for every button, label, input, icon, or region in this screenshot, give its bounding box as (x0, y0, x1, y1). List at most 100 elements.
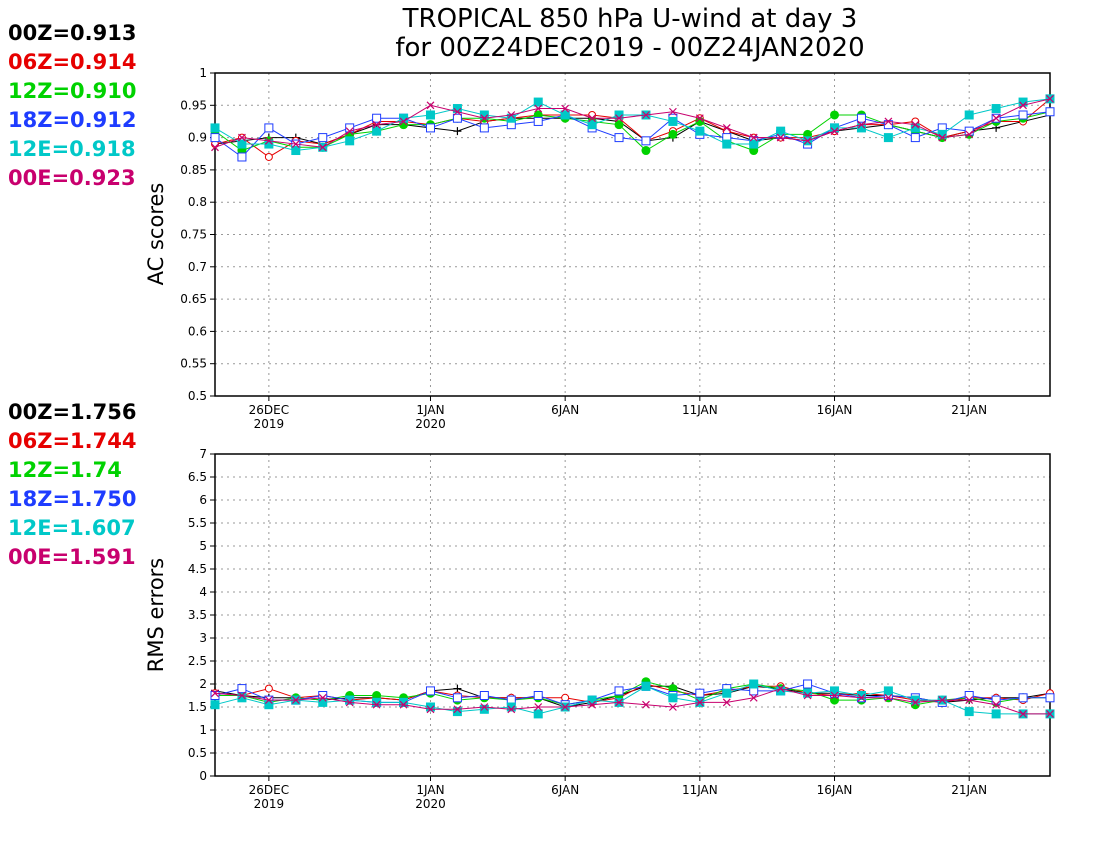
data-point-18z (425, 686, 435, 696)
data-point-18z (964, 691, 974, 700)
data-point-12e (641, 681, 651, 691)
data-point-12e (452, 707, 462, 717)
x-tick-sublabel: 2019 (254, 417, 285, 431)
data-point-12e (506, 702, 516, 712)
data-point-12e (856, 691, 866, 700)
data-point-00e (830, 691, 839, 700)
series-line-12e (214, 98, 1051, 152)
data-point-00e (803, 691, 812, 700)
data-point-18z (237, 684, 247, 694)
y-tick-label: 7 (199, 447, 207, 461)
data-point-00e (291, 140, 300, 148)
data-point-18z (1018, 693, 1028, 703)
legend-entry-12e: 12E=0.918 (8, 137, 136, 161)
data-point-18z (991, 695, 1001, 705)
data-point-12z (614, 120, 624, 130)
data-point-12e (425, 110, 435, 120)
y-tick-label: 0.85 (180, 163, 207, 177)
data-point-00e (992, 700, 1001, 709)
data-point-18z (695, 688, 705, 698)
data-point-18z (533, 691, 543, 700)
y-tick-label: 5 (199, 539, 207, 553)
data-point-18z (1045, 107, 1055, 117)
x-tick-label: 16JAN (817, 403, 853, 417)
data-point-00e (884, 693, 893, 702)
data-point-00e (776, 133, 785, 142)
data-point-00e (642, 111, 650, 119)
plot-frame (214, 72, 1051, 397)
data-point-00e (749, 693, 758, 702)
data-point-12e (910, 695, 920, 705)
data-point-12e (991, 709, 1001, 719)
data-point-18z (237, 152, 247, 162)
y-tick-label: 0.95 (180, 98, 207, 112)
y-tick-label: 3 (199, 631, 207, 645)
y-axis-label: RMS errors (144, 558, 168, 673)
data-point-12e (210, 123, 220, 133)
data-point-00e (238, 691, 246, 700)
y-tick-label: 0.65 (180, 292, 207, 306)
legend-entry-18z: 18Z=0.912 (8, 108, 136, 132)
data-point-00e (668, 703, 677, 711)
y-tick-label: 4.5 (188, 562, 207, 576)
data-point-18z (533, 116, 543, 126)
y-tick-label: 1 (199, 723, 207, 737)
data-point-12e (264, 700, 274, 710)
data-point-18z (641, 136, 651, 146)
data-point-00e (965, 696, 974, 705)
series-line-00e (214, 688, 1050, 715)
data-point-00e (695, 114, 704, 123)
data-point-00e (561, 703, 570, 711)
legend-entry-06z: 06Z=1.744 (8, 429, 136, 453)
data-point-12e (749, 679, 759, 689)
data-point-00e (911, 120, 920, 129)
data-point-12z (641, 146, 651, 156)
data-point-00e (992, 114, 1001, 123)
data-point-00e (722, 123, 731, 132)
data-point-00e (480, 114, 489, 123)
data-point-00e (884, 117, 893, 126)
y-tick-label: 0.7 (188, 260, 207, 274)
data-point-12e (776, 126, 786, 136)
data-point-12e (372, 126, 382, 136)
data-point-12e (883, 686, 893, 696)
data-point-00e (588, 700, 597, 709)
data-point-00e (534, 104, 543, 113)
x-tick-label: 21JAN (951, 783, 987, 797)
data-point-18z (479, 691, 489, 700)
data-point-00e (722, 698, 731, 707)
rms-errors-panel: 00.511.522.533.544.555.566.5726DEC20191J… (8, 400, 1055, 811)
data-point-18z (452, 693, 462, 703)
data-point-00e (372, 700, 381, 709)
data-point-00e (803, 136, 812, 145)
data-point-00z (453, 684, 462, 693)
data-point-00e (480, 703, 489, 711)
data-point-00e (615, 698, 623, 707)
legend-entry-00e: 00E=0.923 (8, 166, 136, 190)
data-point-12e (345, 695, 355, 705)
data-point-00e (264, 136, 273, 145)
y-tick-label: 6 (199, 493, 207, 507)
y-tick-label: 0.5 (188, 389, 207, 403)
data-point-00e (615, 114, 623, 123)
data-point-12e (237, 139, 247, 149)
plot-frame (214, 453, 1051, 777)
data-point-12e (964, 707, 974, 717)
data-point-12e (668, 116, 678, 126)
data-point-12e (318, 697, 328, 707)
x-tick-label: 26DEC (249, 403, 289, 417)
data-point-00e (911, 698, 920, 707)
data-point-12e (425, 702, 435, 712)
data-point-00e (238, 133, 246, 142)
x-tick-label: 21JAN (951, 403, 987, 417)
data-point-12e (372, 697, 382, 707)
legend-entry-00z: 00Z=0.913 (8, 21, 136, 45)
legend-entry-18z: 18Z=1.750 (8, 487, 136, 511)
data-point-00e (318, 143, 327, 152)
data-point-12e (237, 693, 247, 703)
x-tick-label: 1JAN (416, 783, 444, 797)
data-point-12e (291, 146, 301, 156)
data-point-00e (211, 689, 219, 698)
data-point-00e (345, 127, 354, 136)
